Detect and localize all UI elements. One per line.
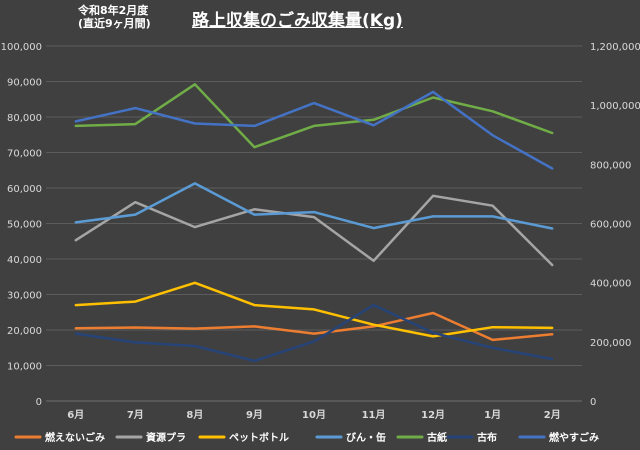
legend-label: ペットボトル: [229, 431, 289, 444]
y-left-tick-label: 80,000: [7, 113, 42, 124]
y-right-tick-label: 0: [590, 397, 596, 408]
x-tick-label: 10月: [302, 409, 326, 421]
chart-title: 路上収集のごみ収集量(Kg): [192, 11, 403, 31]
legend-label: 古紙: [427, 431, 447, 444]
y-right-tick-label: 800,000: [590, 160, 631, 171]
series-line: [74, 90, 554, 170]
series-line: [74, 83, 554, 149]
series-line: [74, 194, 554, 267]
y-right-tick-label: 400,000: [590, 279, 631, 290]
y-left-tick-label: 20,000: [7, 326, 42, 337]
x-tick-label: 12月: [421, 409, 445, 421]
y-right-tick-label: 1,000,000: [590, 101, 640, 112]
y-left-tick-label: 10,000: [7, 362, 42, 373]
series-line: [74, 281, 554, 338]
series-line: [74, 311, 554, 342]
legend-label: 資源プラ: [146, 431, 186, 444]
x-tick-label: 8月: [186, 409, 203, 421]
x-tick-label: 11月: [362, 409, 386, 421]
x-tick-label: 9月: [246, 409, 263, 421]
y-left-tick-label: 100,000: [1, 42, 42, 53]
y-left-tick-label: 60,000: [7, 184, 42, 195]
y-right-tick-label: 200,000: [590, 338, 631, 349]
y-left-tick-label: 30,000: [7, 291, 42, 302]
y-right-tick-label: 600,000: [590, 220, 631, 231]
legend-label: びん・缶: [346, 431, 386, 444]
y-right-tick-label: 1,200,000: [590, 42, 640, 53]
period-line-2: (直近9ヶ月間): [78, 17, 151, 30]
y-left-tick-label: 90,000: [7, 78, 42, 89]
x-tick-label: 1月: [484, 409, 501, 421]
y-left-tick-label: 40,000: [7, 255, 42, 266]
legend-label: 燃やすごみ: [549, 431, 599, 444]
period-subtitle: 令和8年2月度 (直近9ヶ月間): [78, 4, 151, 30]
period-line-1: 令和8年2月度: [78, 4, 149, 17]
y-left-tick-label: 50,000: [7, 220, 42, 231]
y-left-tick-label: 70,000: [7, 149, 42, 160]
x-tick-label: 7月: [127, 409, 144, 421]
series-line: [74, 182, 554, 230]
x-tick-label: 6月: [67, 409, 84, 421]
y-left-tick-label: 0: [36, 397, 42, 408]
legend-label: 古布: [477, 431, 497, 444]
legend-label: 燃えないごみ: [45, 431, 105, 444]
series-line: [74, 303, 554, 363]
x-tick-label: 2月: [544, 409, 561, 421]
